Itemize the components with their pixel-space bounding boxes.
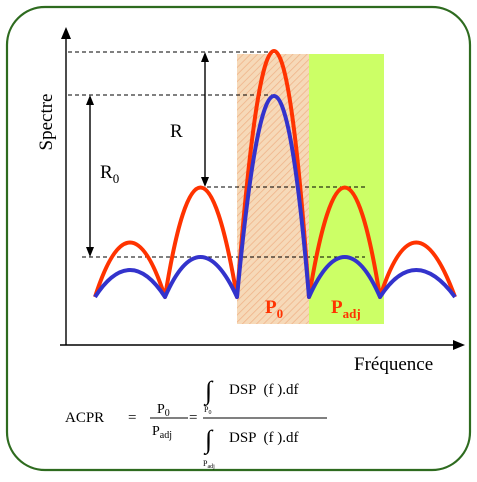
p0-band-label: P0 bbox=[265, 297, 283, 321]
padj-band-label-main: P bbox=[331, 297, 343, 318]
formula-eq1: = bbox=[128, 410, 136, 426]
padj-band-label: Padj bbox=[331, 297, 361, 321]
r0-label-sub: 0 bbox=[113, 171, 120, 186]
formula-lhs: ACPR bbox=[65, 410, 104, 426]
num-limit-main: P bbox=[204, 405, 209, 414]
den-integrand: DSP (f ).df bbox=[229, 430, 298, 446]
p0-band-label-main: P bbox=[265, 297, 277, 318]
frac1-numerator: P0 bbox=[157, 402, 170, 419]
diagram-frame bbox=[5, 5, 472, 472]
frac1-num-sub: 0 bbox=[165, 408, 170, 419]
x-axis-label: Fréquence bbox=[354, 354, 433, 375]
formula-eq2: = bbox=[189, 410, 197, 426]
den-limit-main: P bbox=[203, 459, 208, 468]
p0-band-label-sub: 0 bbox=[277, 306, 284, 321]
y-axis bbox=[61, 27, 71, 345]
frac1-den-sub: adj bbox=[160, 430, 172, 441]
r-arrow bbox=[201, 52, 209, 187]
acpr-formula: ACPR = P0 Padj = ∫ DSP (f ).df P0 ∫ DSP … bbox=[65, 376, 327, 470]
den-limit-sub: adj bbox=[207, 464, 215, 470]
r0-label: R0 bbox=[100, 162, 119, 186]
frac1-denominator: Padj bbox=[152, 424, 172, 441]
x-axis bbox=[60, 340, 465, 350]
num-limit-sub: 0 bbox=[208, 410, 211, 416]
padj-band-label-sub: adj bbox=[343, 306, 361, 321]
r0-arrow bbox=[86, 95, 94, 257]
num-integral-sign: ∫ bbox=[203, 376, 214, 406]
frac1-num-main: P bbox=[157, 402, 165, 417]
y-axis-label: Spectre bbox=[36, 94, 57, 151]
num-integrand: DSP (f ).df bbox=[229, 382, 298, 398]
spectrum-curve-inner bbox=[93, 94, 457, 299]
frac1-den-main: P bbox=[152, 424, 160, 439]
r0-label-main: R bbox=[100, 162, 113, 183]
den-integral-sign: ∫ bbox=[203, 425, 214, 455]
num-integral-limit: P0 bbox=[204, 405, 211, 416]
r-label: R bbox=[170, 121, 183, 142]
den-integral-limit: Padj bbox=[203, 459, 215, 470]
